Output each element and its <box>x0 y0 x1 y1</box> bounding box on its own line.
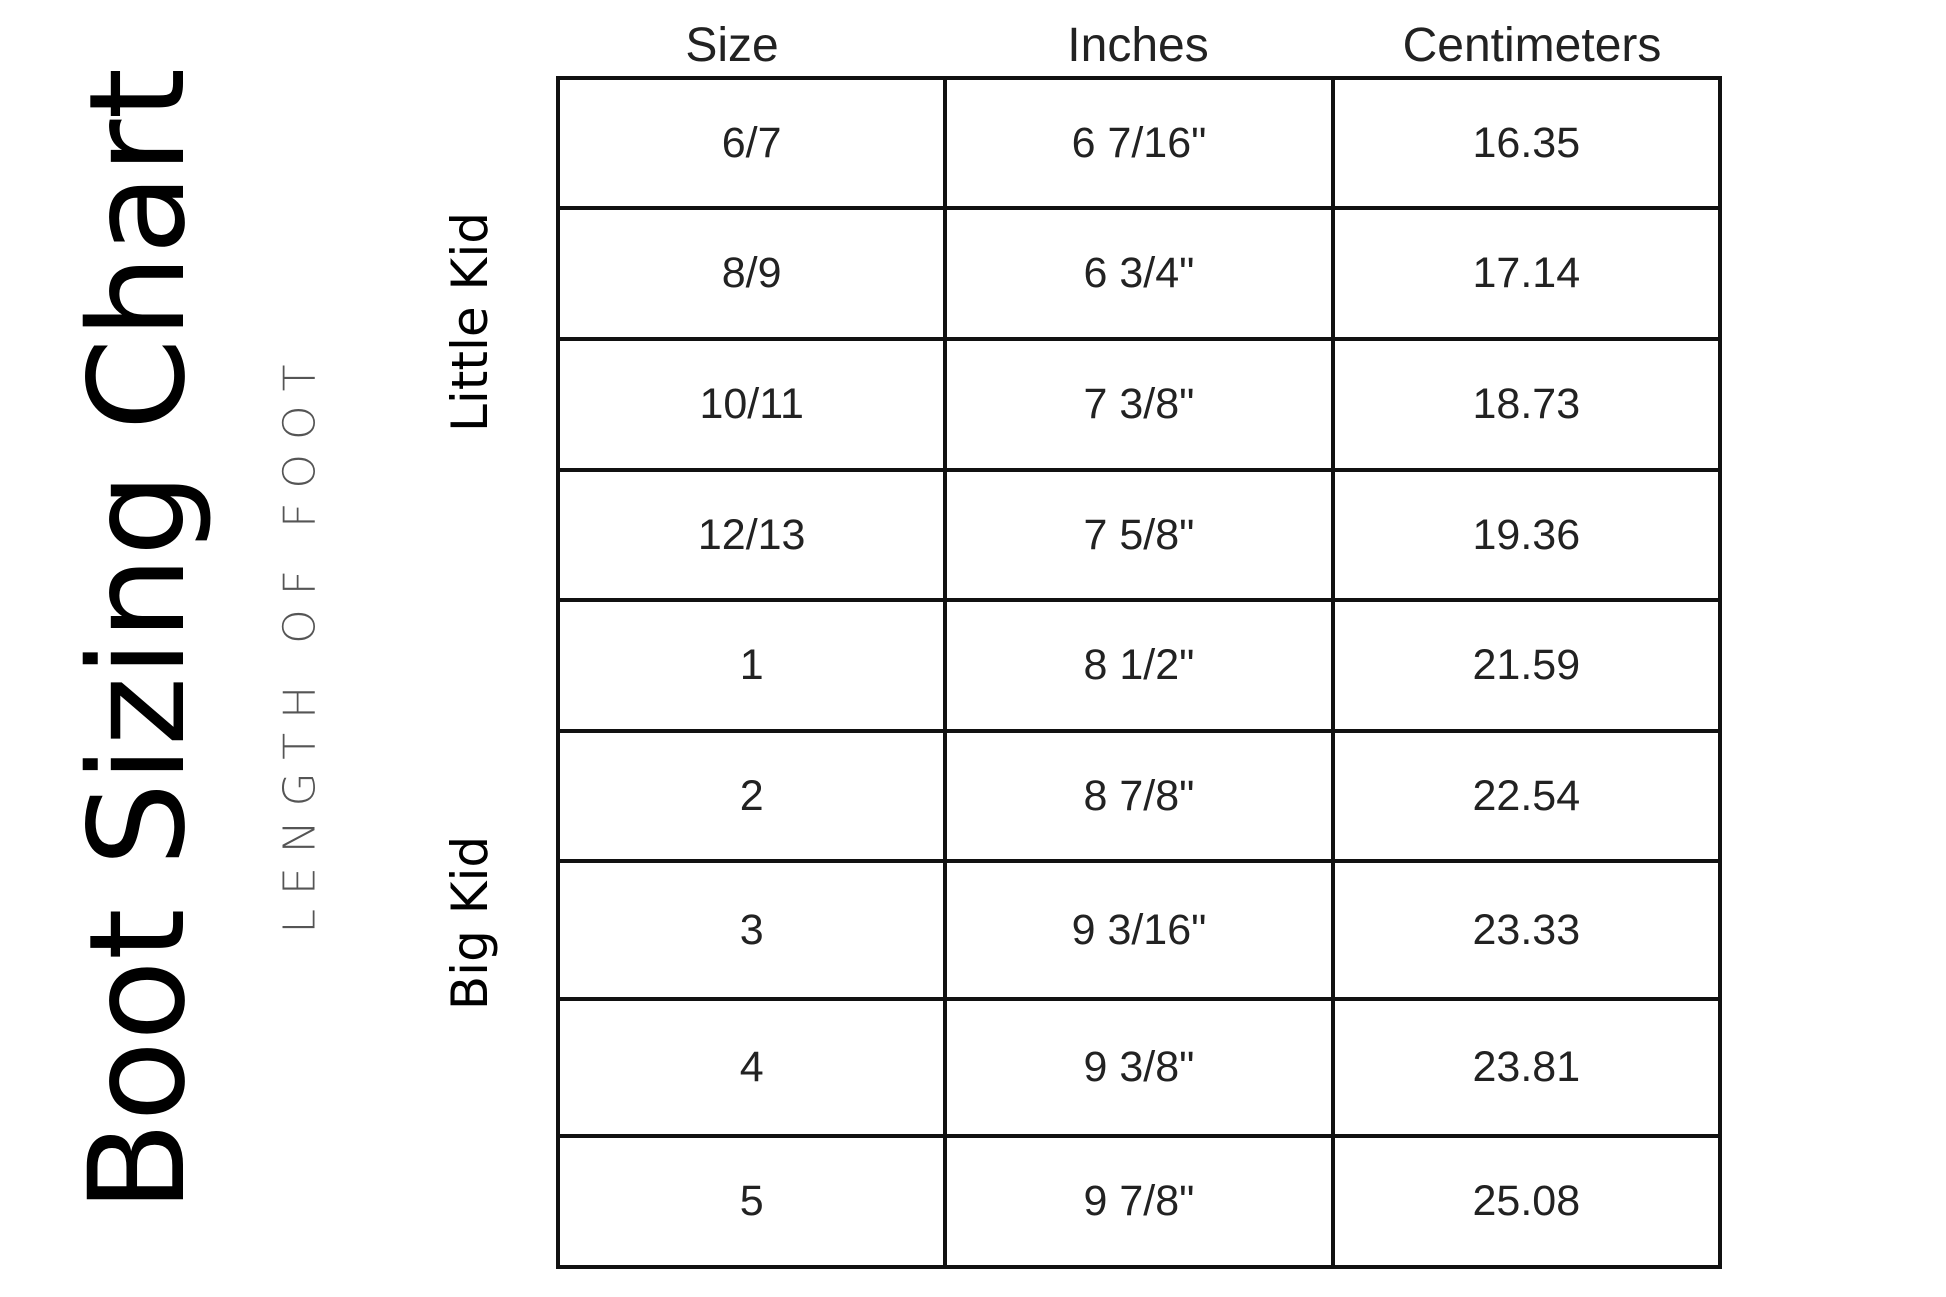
cell-size: 4 <box>555 997 948 1138</box>
cell-size: 2 <box>555 729 948 863</box>
table-row: 8/9 6 3/4" 17.14 <box>555 206 1723 341</box>
cell-inches: 9 3/16" <box>943 859 1335 1001</box>
cell-inches: 9 7/8" <box>943 1134 1335 1269</box>
cell-inches: 6 3/4" <box>943 206 1335 341</box>
chart-subtitle: LENGTH OF FOOT <box>274 350 326 934</box>
cell-centimeters: 21.59 <box>1330 598 1723 733</box>
cell-size: 6/7 <box>555 76 948 210</box>
chart-title: Boot Sizing Chart <box>61 67 215 1213</box>
cell-inches: 7 5/8" <box>943 468 1335 602</box>
cell-centimeters: 16.35 <box>1330 76 1723 210</box>
table-row: 12/13 7 5/8" 19.36 <box>555 468 1723 602</box>
table-row: 6/7 6 7/16" 16.35 <box>555 76 1723 210</box>
cell-inches: 7 3/8" <box>943 337 1335 472</box>
cell-size: 5 <box>555 1134 948 1269</box>
cell-inches: 6 7/16" <box>943 76 1335 210</box>
cell-size: 12/13 <box>555 468 948 602</box>
cell-inches: 8 1/2" <box>943 598 1335 733</box>
cell-centimeters: 23.81 <box>1330 997 1723 1138</box>
cell-inches: 8 7/8" <box>943 729 1335 863</box>
cell-centimeters: 19.36 <box>1330 468 1723 602</box>
cell-size: 10/11 <box>555 337 948 472</box>
cell-centimeters: 18.73 <box>1330 337 1723 472</box>
group-label-little-kid: Little Kid <box>441 212 499 432</box>
column-header-centimeters: Centimeters <box>1402 19 1662 72</box>
cell-centimeters: 23.33 <box>1330 859 1723 1001</box>
cell-size: 8/9 <box>555 206 948 341</box>
cell-size: 1 <box>555 598 948 733</box>
cell-centimeters: 25.08 <box>1330 1134 1723 1269</box>
sizing-table: 6/7 6 7/16" 16.35 8/9 6 3/4" 17.14 10/11 7 3/8"… <box>555 76 1723 1269</box>
table-row: 10/11 7 3/8" 18.73 <box>555 337 1723 472</box>
cell-size: 3 <box>555 859 948 1001</box>
cell-inches: 9 3/8" <box>943 997 1335 1138</box>
cell-centimeters: 17.14 <box>1330 206 1723 341</box>
column-header-size: Size <box>685 19 779 72</box>
group-label-big-kid: Big Kid <box>441 835 499 1011</box>
column-header-inches: Inches <box>1067 19 1209 72</box>
cell-centimeters: 22.54 <box>1330 729 1723 863</box>
